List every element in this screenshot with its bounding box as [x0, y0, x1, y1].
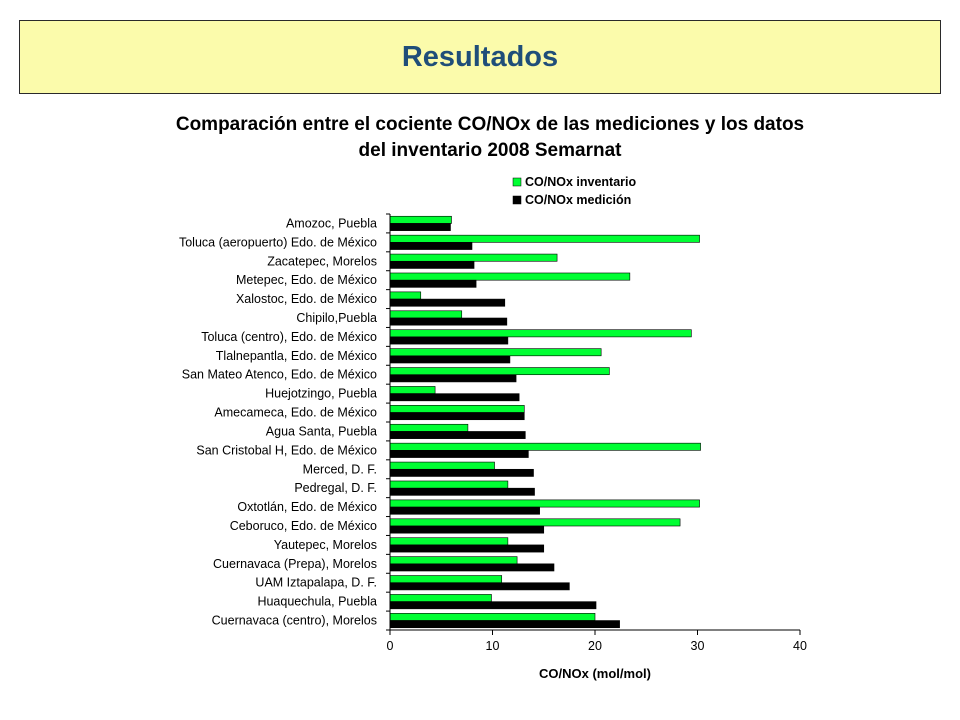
- bar-inventario: [389, 215, 452, 224]
- category-label: San Mateo Atenco, Edo. de México: [182, 368, 377, 382]
- category-label: Amecameca, Edo. de México: [214, 406, 377, 420]
- category-label: Toluca (aeropuerto) Edo. de México: [179, 235, 377, 249]
- bar-medicion: [389, 298, 506, 307]
- bar-medicion: [389, 242, 473, 250]
- bar-inventario: [389, 291, 422, 300]
- bar-medicion: [389, 374, 517, 383]
- bar-inventario: [389, 234, 700, 243]
- bar-medicion: [389, 525, 545, 534]
- bar-inventario: [389, 480, 509, 489]
- chart-title-line-1: Comparación entre el cociente CO/NOx de …: [175, 114, 805, 135]
- bar-inventario: [389, 386, 436, 394]
- bar-medicion: [389, 260, 475, 269]
- bar-inventario: [389, 329, 692, 338]
- bar-inventario: [389, 594, 492, 602]
- bar-inventario: [389, 575, 503, 584]
- category-label: Xalostoc, Edo. de México: [236, 292, 377, 306]
- bar-inventario: [389, 310, 463, 319]
- bar-medicion: [389, 431, 526, 439]
- chart-title-line-2: del inventario 2008 Semarnat: [358, 140, 622, 161]
- bar-inventario: [389, 423, 469, 432]
- bar-inventario: [389, 348, 602, 357]
- category-label: Oxtotlán, Edo. de México: [237, 500, 377, 514]
- legend-swatch-inventario: [512, 177, 522, 187]
- slide-title: Resultados: [401, 40, 559, 73]
- x-tick-label: 0: [387, 639, 394, 653]
- title-banner: Resultados: [19, 20, 941, 94]
- bar-medicion: [389, 393, 520, 402]
- category-label: Tlalnepantla, Edo. de México: [216, 349, 377, 363]
- bar-inventario: [389, 613, 596, 621]
- bar-medicion: [389, 468, 534, 477]
- bar-inventario: [389, 461, 495, 470]
- category-labels: Amozoc, Puebla Toluca (aeropuerto) Edo. d…: [179, 216, 377, 627]
- bar-inventario: [389, 537, 509, 546]
- bar-medicion: [389, 487, 535, 496]
- category-label: UAM Iztapalapa, D. F.: [255, 576, 377, 590]
- category-label: Agua Santa, Puebla: [266, 424, 377, 438]
- bar-inventario: [389, 367, 610, 376]
- category-label: Huejotzingo, Puebla: [265, 387, 377, 401]
- category-label: Ceboruco, Edo. de México: [230, 519, 377, 533]
- category-label: Huaquechula, Puebla: [257, 595, 377, 609]
- bar-medicion: [389, 563, 555, 572]
- bar-medicion: [389, 317, 508, 326]
- category-label: Cuernavaca (centro), Morelos: [212, 614, 377, 628]
- category-label: Zacatepec, Morelos: [267, 254, 377, 268]
- bar-medicion: [389, 279, 477, 288]
- x-tick-label: 30: [691, 639, 705, 653]
- category-label: Amozoc, Puebla: [286, 216, 377, 230]
- category-label: Yautepec, Morelos: [274, 538, 377, 552]
- chart-bars: [389, 215, 701, 629]
- bar-inventario: [389, 272, 631, 281]
- bar-medicion: [389, 506, 540, 515]
- category-label: Cuernavaca (Prepa), Morelos: [213, 557, 377, 571]
- legend-label-inventario: CO/NOx inventario: [525, 175, 636, 189]
- category-label: Metepec, Edo. de México: [236, 273, 377, 287]
- x-tick-label: 20: [588, 639, 602, 653]
- bar-inventario: [389, 518, 681, 527]
- legend-label-medicion: CO/NOx medición: [525, 193, 631, 207]
- bar-medicion: [389, 582, 570, 591]
- category-label: Chipilo,Puebla: [296, 311, 377, 325]
- bar-inventario: [389, 442, 701, 451]
- bar-inventario: [389, 556, 518, 565]
- category-label: San Cristobal H, Edo. de México: [196, 443, 377, 457]
- bar-medicion: [389, 544, 545, 553]
- category-label: Pedregal, D. F.: [294, 481, 377, 495]
- chart-title: Comparación entre el cociente CO/NOx de …: [60, 112, 920, 164]
- bar-medicion: [389, 336, 509, 345]
- x-axis: 0 10 20 30 40 CO/NOx (mol/mol): [386, 213, 807, 681]
- bar-medicion: [389, 601, 597, 610]
- bar-medicion: [389, 223, 451, 231]
- bar-medicion: [389, 620, 620, 629]
- x-axis-label: CO/NOx (mol/mol): [539, 666, 651, 681]
- x-tick-label: 10: [486, 639, 500, 653]
- chart-legend: CO/NOx inventario CO/NOx medición: [512, 175, 636, 207]
- bar-medicion: [389, 412, 525, 421]
- bar-medicion: [389, 355, 511, 364]
- legend-swatch-medicion: [512, 195, 522, 205]
- category-label: Merced, D. F.: [303, 462, 377, 476]
- bar-medicion: [389, 450, 529, 458]
- category-label: Toluca (centro), Edo. de México: [201, 330, 377, 344]
- x-tick-label: 40: [793, 639, 807, 653]
- bar-inventario: [389, 405, 525, 413]
- bar-inventario: [389, 253, 558, 262]
- bar-inventario: [389, 499, 700, 508]
